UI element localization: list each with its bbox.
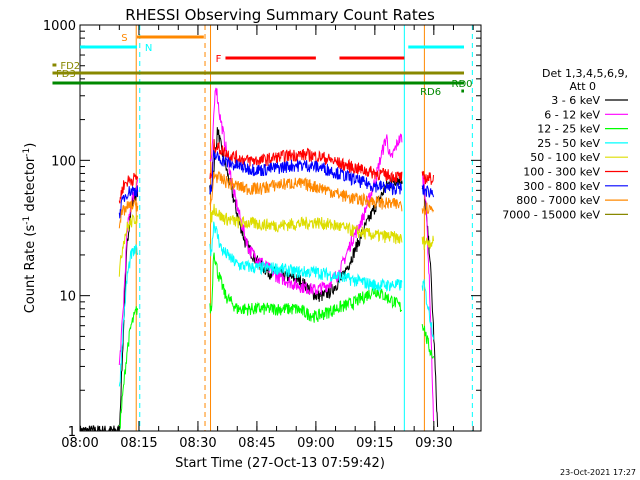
- y-axis-label-main: Count Rate (s: [23, 225, 38, 314]
- series-line-4: [118, 203, 434, 277]
- flag-label-f: F: [216, 54, 222, 65]
- flag-label-s: S: [121, 33, 127, 44]
- y-axis-label-sup2: -1: [22, 148, 32, 157]
- series-4: [118, 203, 434, 277]
- y-axis-label: Count Rate (s-1 detector-1): [22, 143, 38, 314]
- x-tick-label-4: 09:00: [297, 436, 334, 451]
- flag-label-rd0: RD0: [452, 79, 473, 90]
- chart-title: RHESSI Observing Summary Count Rates: [125, 6, 435, 24]
- legend-label-0: 3 - 6 keV: [551, 94, 600, 107]
- legend-label-1: 6 - 12 keV: [544, 108, 600, 121]
- plot-area: [80, 25, 473, 431]
- flag-label-fd2: FD2: [60, 61, 80, 72]
- axes: 1 10 100 1000 08:00 08:15 08:30 08:45 09:00 09:15…: [43, 19, 481, 451]
- x-tick-label-3: 08:45: [238, 436, 275, 451]
- y-tick-label-2: 100: [51, 154, 76, 169]
- y-axis-label-mid: detector: [23, 156, 38, 216]
- legend-label-3: 25 - 50 keV: [537, 137, 600, 150]
- x-tick-label-5: 09:15: [356, 436, 393, 451]
- flag-label-rd6: RD6: [420, 87, 441, 98]
- y-tick-label-1: 10: [59, 290, 76, 305]
- series-5: [118, 139, 434, 204]
- y-tick-label-0: 1: [68, 425, 76, 440]
- series-line-2: [118, 252, 434, 430]
- series-line-7: [118, 170, 434, 229]
- series-3: [118, 221, 434, 387]
- legend-header-1: Det 1,3,4,5,6,9,: [542, 67, 628, 80]
- y-axis-label-end: ): [23, 143, 38, 148]
- y-axis-label-sup1: -1: [22, 216, 32, 225]
- series-2: [118, 252, 434, 430]
- x-tick-label-2: 08:30: [179, 436, 216, 451]
- timestamp: 23-Oct-2021 17:27: [560, 468, 636, 477]
- legend-label-5: 100 - 300 keV: [523, 166, 600, 179]
- x-tick-label-0: 08:00: [61, 436, 98, 451]
- legend-header-2: Att 0: [570, 80, 596, 93]
- x-axis-label: Start Time (27-Oct-13 07:59:42): [175, 456, 385, 471]
- x-tick-label-6: 09:30: [415, 436, 452, 451]
- series-line-5: [118, 139, 434, 204]
- y-tick-label-3: 1000: [43, 19, 76, 34]
- plot-frame: [79, 24, 482, 432]
- legend-label-7: 800 - 7000 keV: [516, 194, 600, 207]
- legend-label-8: 7000 - 15000 keV: [502, 208, 600, 221]
- series-line-3: [118, 221, 434, 387]
- legend-label-6: 300 - 800 keV: [523, 180, 600, 193]
- legend-label-2: 12 - 25 keV: [537, 123, 600, 136]
- x-tick-label-1: 08:15: [120, 436, 157, 451]
- series-6: [118, 150, 434, 219]
- series-7: [118, 170, 434, 229]
- flag-label-n: N: [145, 43, 152, 54]
- flag-label-fd3: FD3: [56, 69, 76, 80]
- series-line-6: [118, 150, 434, 219]
- legend-label-4: 50 - 100 keV: [530, 151, 600, 164]
